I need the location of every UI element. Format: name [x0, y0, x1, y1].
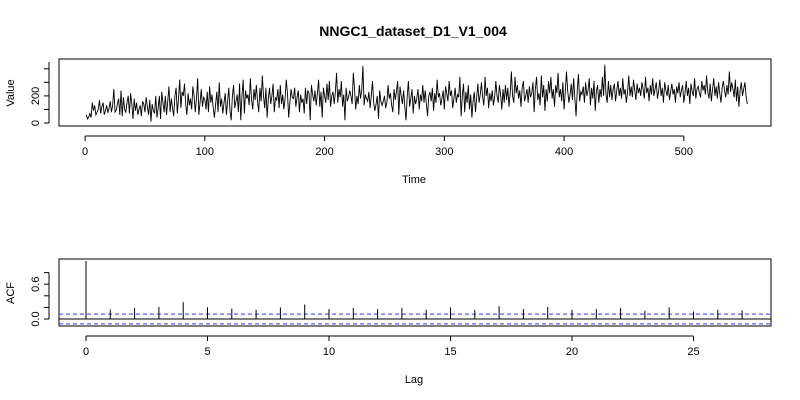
x-tick-label: 100	[196, 146, 214, 158]
plot-frame	[58, 58, 772, 127]
y-tick-label: 0.0	[30, 311, 42, 326]
x-tick-label: 400	[555, 146, 573, 158]
y-axis-title: Value	[5, 79, 17, 106]
y-tick-label: 200	[30, 87, 42, 105]
x-tick-label: 500	[675, 146, 693, 158]
time-series-plot: 0 100 200 300 400 500 0 200 Time Value	[5, 58, 772, 186]
x-tick-label: 15	[444, 346, 456, 358]
x-axis-title: Time	[402, 174, 426, 186]
y-tick-label: 0.6	[30, 277, 42, 292]
x-tick-label: 20	[566, 346, 578, 358]
x-tick-label: 200	[315, 146, 333, 158]
acf-plot: 0 5 10 15 20 25 0.0 0.6 Lag ACF	[5, 258, 772, 386]
series-line	[85, 64, 748, 122]
x-tick-label: 5	[204, 346, 210, 358]
x-tick-label: 0	[83, 346, 89, 358]
x-axis-title: Lag	[405, 374, 423, 386]
chart-title: NNGC1_dataset_D1_V1_004	[319, 23, 507, 39]
y-tick-label: 0	[30, 120, 42, 126]
x-tick-label: 0	[82, 146, 88, 158]
x-tick-label: 10	[323, 346, 335, 358]
x-tick-label: 300	[435, 146, 453, 158]
y-axis-title: ACF	[5, 282, 17, 304]
x-tick-label: 25	[687, 346, 699, 358]
plot-frame	[58, 258, 772, 327]
